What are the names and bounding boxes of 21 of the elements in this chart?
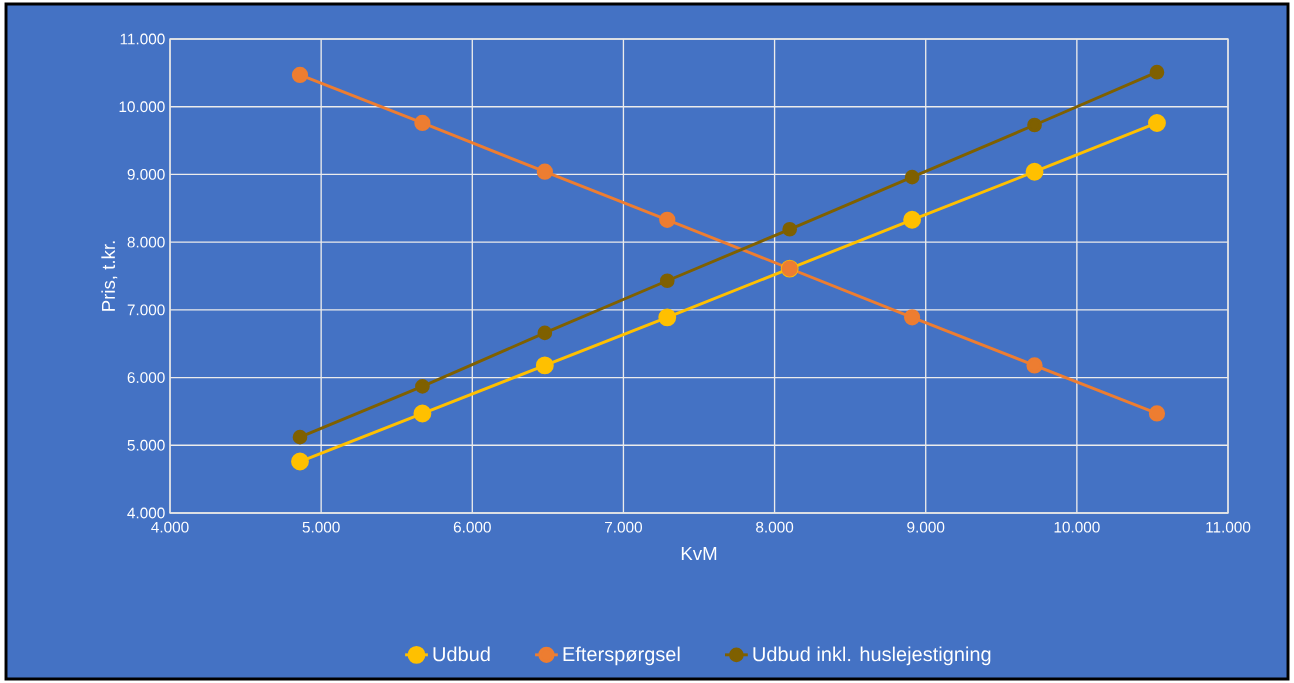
x-tick-label: 7.000 xyxy=(605,521,643,533)
x-tick-label: 6.000 xyxy=(453,521,491,533)
x-tick-label: 11.000 xyxy=(1206,521,1251,533)
x-axis-title: KvM xyxy=(681,547,717,560)
y-axis-title: Pris, t.kr. xyxy=(101,241,118,311)
x-tick-label: 8.000 xyxy=(756,521,794,533)
y-tick-label: 5.000 xyxy=(127,439,165,451)
y-tick-label: 7.000 xyxy=(127,304,165,316)
y-tick-label: 10.000 xyxy=(119,101,165,113)
x-tick-label: 9.000 xyxy=(907,521,945,533)
y-tick-label: 8.000 xyxy=(127,236,165,248)
x-tick-label: 10.000 xyxy=(1054,521,1100,533)
y-tick-label: 11.000 xyxy=(120,33,165,45)
legend-label: Udbud inkl. huslejestigning xyxy=(753,646,991,666)
legend-label: Udbud xyxy=(433,646,490,662)
x-tick-label: 4.000 xyxy=(151,521,189,533)
y-tick-label: 9.000 xyxy=(127,169,165,180)
y-tick-label: 4.000 xyxy=(127,507,165,519)
x-tick-label: 5.000 xyxy=(302,521,340,533)
legend-label: Efterspørgsel xyxy=(563,646,680,666)
y-tick-label: 6.000 xyxy=(127,372,165,383)
